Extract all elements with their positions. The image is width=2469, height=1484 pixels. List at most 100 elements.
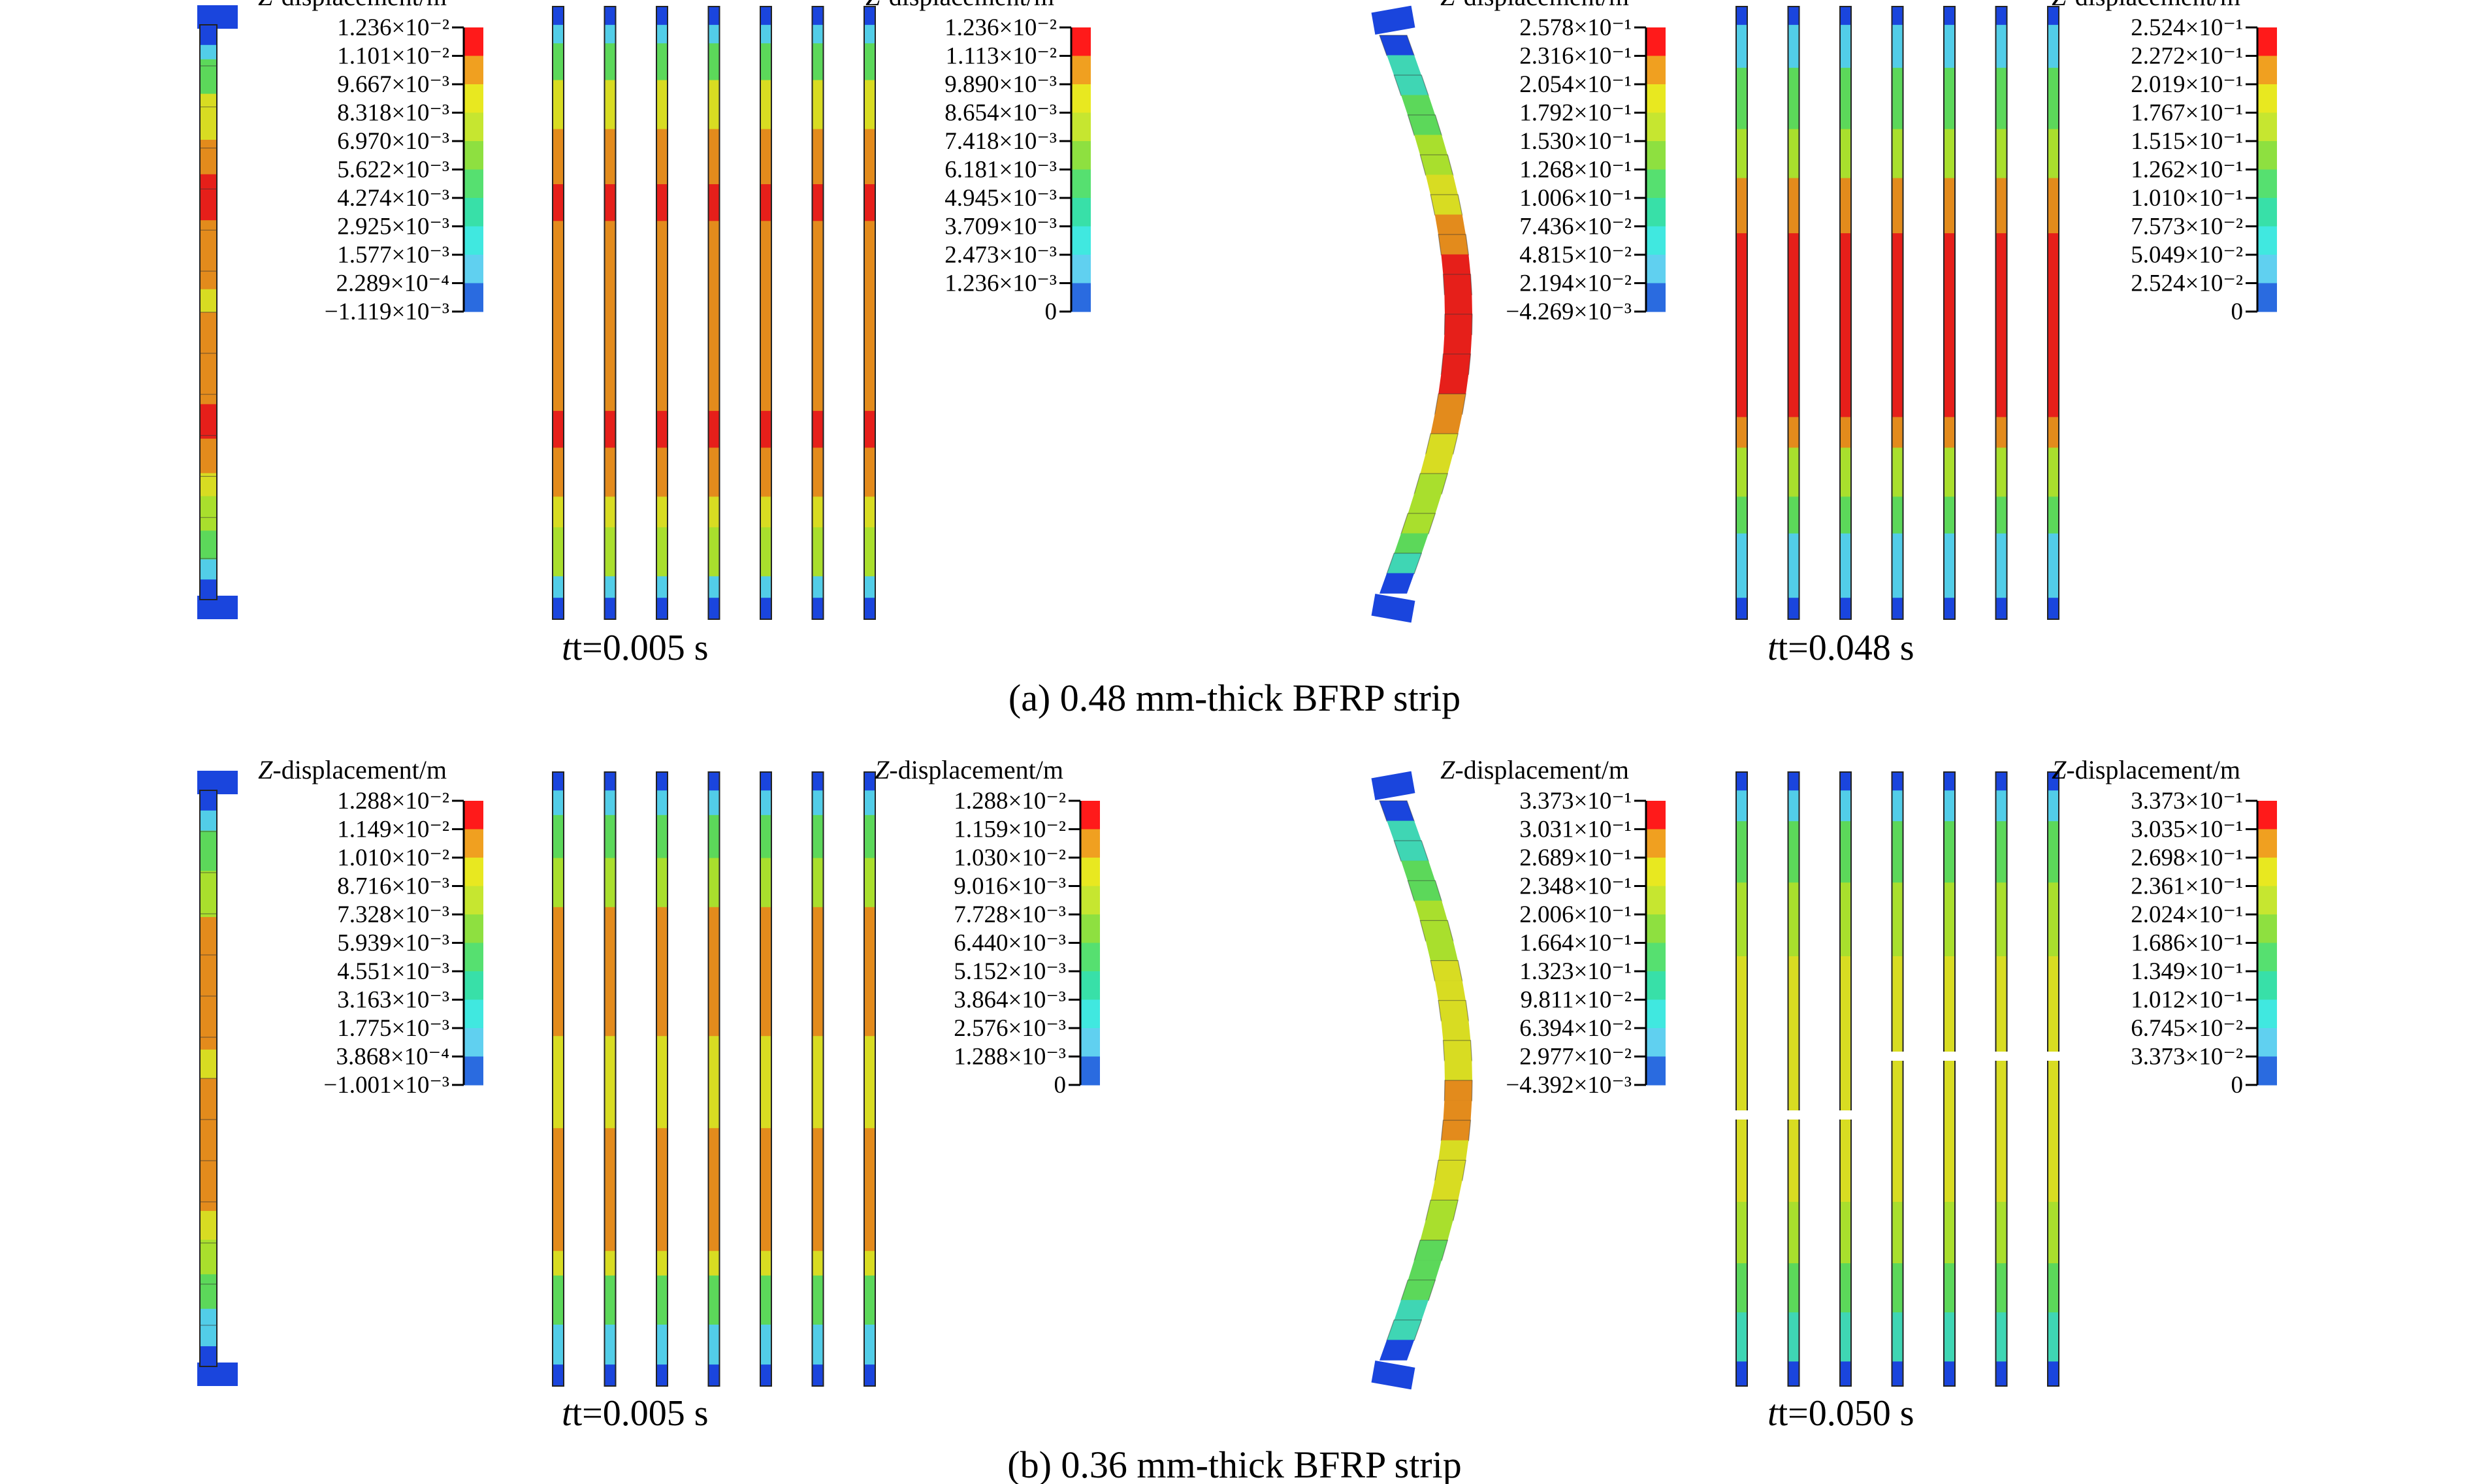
model-b-t1-strips-strip-band bbox=[708, 790, 720, 816]
model-a-t2-strips-strip-band bbox=[1788, 67, 1799, 130]
model-b-t2-strips-strip-band bbox=[1944, 956, 1955, 1202]
legend-value: 2.348×10⁻¹ bbox=[1519, 873, 1632, 900]
model-b-t2-strips-strip-band bbox=[1995, 821, 2007, 883]
model-a-t2-strips-strip-band bbox=[1736, 533, 1747, 565]
model-b-t1-strips-strip-band bbox=[656, 1275, 668, 1325]
model-b-t1-strips-strip-outline bbox=[707, 771, 720, 1387]
model-a-t2-strips-strip-band bbox=[1995, 598, 2007, 620]
legend-value: −4.392×10⁻³ bbox=[1506, 1072, 1632, 1099]
model-a-t1-single-body-band bbox=[200, 174, 217, 221]
model-b-t1-strips-strip-band bbox=[656, 815, 668, 859]
model-a-t1-strips-strip-band bbox=[864, 598, 875, 620]
legend-value: 2.272×10⁻¹ bbox=[2131, 43, 2243, 70]
model-a-t1-strips-strip-band bbox=[553, 184, 564, 221]
legend-value: 4.274×10⁻³ bbox=[337, 185, 449, 212]
legend-value: 8.318×10⁻³ bbox=[337, 100, 449, 127]
model-a-t1-strips-strip-band bbox=[553, 25, 564, 44]
model-b-t1-strips-strip-band bbox=[604, 1128, 616, 1251]
legend-color-swatch bbox=[2257, 198, 2277, 227]
legend-value: 3.868×10⁻⁴ bbox=[336, 1044, 449, 1071]
legend-value: 2.019×10⁻¹ bbox=[2131, 71, 2243, 98]
model-a-t1-single-body-band bbox=[200, 404, 217, 440]
model-a-t2-strips-strip-band bbox=[2048, 67, 2059, 130]
legend-value: 5.049×10⁻² bbox=[2131, 242, 2243, 268]
legend-title-text: -displacement/m bbox=[2066, 0, 2240, 11]
model-b-t1-strips-strip-band bbox=[708, 1036, 720, 1129]
legend-value: −1.001×10⁻³ bbox=[323, 1072, 449, 1099]
model-b-t1-strips-strip bbox=[604, 771, 617, 1387]
legend-title-text: -displacement/m bbox=[880, 0, 1054, 11]
model-a-t2-strips-strip bbox=[1891, 6, 1904, 620]
legend-value: 4.945×10⁻³ bbox=[944, 185, 1057, 212]
model-a-t1-strips-strip-band bbox=[553, 527, 564, 577]
legend-color-swatch bbox=[1071, 112, 1091, 142]
model-b-t2-strips-strip-band bbox=[1736, 1312, 1747, 1362]
model-b-t2-strips-strip-band bbox=[1892, 821, 1903, 883]
model-b-t1-strips-strip-band bbox=[760, 1325, 771, 1365]
legend-color-swatch bbox=[1646, 56, 1666, 85]
model-b-t2-strips-strip-band bbox=[1995, 790, 2007, 822]
legend-title: Z-displacement/m bbox=[875, 755, 1063, 784]
model-b-t2-strips-strip-band bbox=[1788, 1312, 1799, 1362]
model-a-t1-single-body-band bbox=[200, 530, 217, 560]
model-a-t1-single-body-band bbox=[200, 140, 217, 175]
model-b-t2-strips-strip-band bbox=[1736, 882, 1747, 957]
model-b-t2-single-segment bbox=[1425, 941, 1459, 961]
model-a-t2-strips-strip-band bbox=[1736, 129, 1747, 179]
legend-title-axis-symbol: Z bbox=[1440, 755, 1455, 784]
model-b-t1-strips-strip-band bbox=[760, 1275, 771, 1325]
model-a-t2-strips-strip-band bbox=[1788, 447, 1799, 497]
model-b-t1-strips-strip-band bbox=[760, 815, 771, 859]
model-a-t2-strips-strip-band bbox=[1736, 598, 1747, 620]
legend-value: 1.775×10⁻³ bbox=[337, 1015, 449, 1042]
model-a-t2-strips-strip-band bbox=[1736, 178, 1747, 234]
model-a-t2-strips-strip-band bbox=[2048, 25, 2059, 69]
model-b-t1-strips-strip-band bbox=[812, 1275, 824, 1325]
model-a-t2-strips-strip-band bbox=[1840, 129, 1851, 179]
model-b-t1-strips-strip-band bbox=[812, 772, 824, 791]
model-a-t2-single-segment bbox=[1434, 214, 1466, 235]
legend-color-swatch bbox=[1646, 829, 1666, 858]
legend-value: 2.576×10⁻³ bbox=[954, 1015, 1066, 1042]
caption-b: (b) 0.36 mm-thick BFRP strip bbox=[1007, 1444, 1462, 1484]
model-b-t2-strips-strip-band bbox=[1944, 1202, 1955, 1264]
legend-color-swatch bbox=[2257, 112, 2277, 142]
model-a-t1-strips-strip-band bbox=[656, 598, 668, 620]
model-a-t1-strips-strip-band bbox=[760, 184, 771, 221]
legend-color-swatch bbox=[464, 198, 483, 227]
model-a-t1-strips-strip-band bbox=[604, 43, 616, 81]
legend-value: 0 bbox=[1045, 298, 1057, 325]
legend-title: Z-displacement/m bbox=[1440, 0, 1629, 11]
model-a-t1-strips-strip-band bbox=[812, 496, 824, 528]
legend-color-swatch bbox=[1646, 1056, 1666, 1086]
legend-value: 2.024×10⁻¹ bbox=[2131, 901, 2243, 928]
model-a-t2-single-segment bbox=[1380, 573, 1415, 594]
legend-color-swatch bbox=[1646, 198, 1666, 227]
model-a-t2-single-segment bbox=[1425, 174, 1459, 195]
model-a-t1-single-body-band bbox=[200, 289, 217, 313]
legend-value: 2.361×10⁻¹ bbox=[2131, 873, 2243, 900]
legend-color-swatch bbox=[2257, 943, 2277, 972]
model-b-t1-strips-strip-band bbox=[864, 1128, 875, 1251]
model-a-t1-strips-strip-band bbox=[708, 598, 720, 620]
model-b-t1-strips-strip-band bbox=[553, 815, 564, 859]
model-a-t2-strips-strip bbox=[1839, 6, 1852, 620]
model-a-t2-single-segment bbox=[1441, 254, 1471, 275]
legend-color-swatch bbox=[1080, 1028, 1100, 1057]
legend-value: 2.977×10⁻² bbox=[1519, 1044, 1632, 1071]
model-a-t1-strips-strip-band bbox=[604, 221, 616, 411]
model-a-t1-strips-strip-band bbox=[812, 598, 824, 620]
model-b-t1-single-body-band bbox=[200, 790, 217, 811]
legend-color-swatch bbox=[1646, 255, 1666, 284]
model-a-t1-single-body-band bbox=[200, 438, 217, 474]
model-a-t2-single-top-clamp bbox=[1371, 5, 1415, 35]
model-a-t2-strips-strip-band bbox=[1840, 447, 1851, 497]
model-a-t2-single-segment bbox=[1430, 413, 1462, 434]
legend-color-swatch bbox=[1071, 255, 1091, 284]
model-b-t2-strips-strip-band bbox=[2048, 1361, 2059, 1387]
legend-value: 7.418×10⁻³ bbox=[944, 128, 1057, 155]
model-b-t1-strips-strip bbox=[707, 771, 720, 1387]
model-b-t2-single-segment bbox=[1434, 980, 1466, 1001]
legend-color-swatch bbox=[464, 943, 483, 972]
model-b-t2-strips-strip-band bbox=[1944, 772, 1955, 791]
